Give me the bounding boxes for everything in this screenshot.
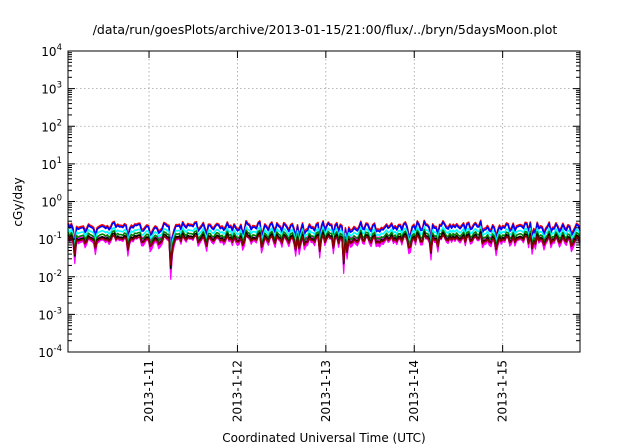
- x-axis-title: Coordinated Universal Time (UTC): [222, 431, 425, 445]
- y-tick-label: 100: [41, 194, 62, 210]
- y-tick-label: 10-4: [38, 344, 62, 360]
- y-tick-label: 10-2: [38, 269, 62, 285]
- y-tick-label: 103: [41, 81, 62, 97]
- grid-layer: [68, 51, 580, 352]
- x-tick-label: 2013-1-11: [142, 360, 156, 422]
- y-tick-label: 102: [41, 118, 62, 134]
- y-tick-label: 10-1: [38, 231, 62, 247]
- tick-layer: [68, 50, 580, 353]
- series-line: [67, 233, 581, 266]
- x-tick-label: 2013-1-13: [319, 360, 333, 422]
- xlabel-layer: 2013-1-11 2013-1-12 2013-1-13 2013-1-14 2013…: [142, 360, 510, 422]
- y-tick-label: 104: [41, 43, 62, 59]
- plot-frame: [67, 50, 581, 353]
- y-tick-label: 10-3: [38, 306, 62, 322]
- chart-title: /data/run/goesPlots/archive/2013-01-15/2…: [93, 22, 558, 37]
- x-tick-label: 2013-1-15: [496, 360, 510, 422]
- x-tick-label: 2013-1-12: [230, 360, 244, 422]
- x-tick-label: 2013-1-14: [407, 360, 421, 422]
- y-axis-title: cGy/day: [11, 177, 25, 226]
- ylabel-layer: 10-4 10-3 10-2 10-1 100 101 102 103 104: [38, 43, 62, 360]
- series-line: [67, 220, 581, 259]
- series-layer: [67, 219, 581, 280]
- y-tick-label: 101: [41, 156, 62, 172]
